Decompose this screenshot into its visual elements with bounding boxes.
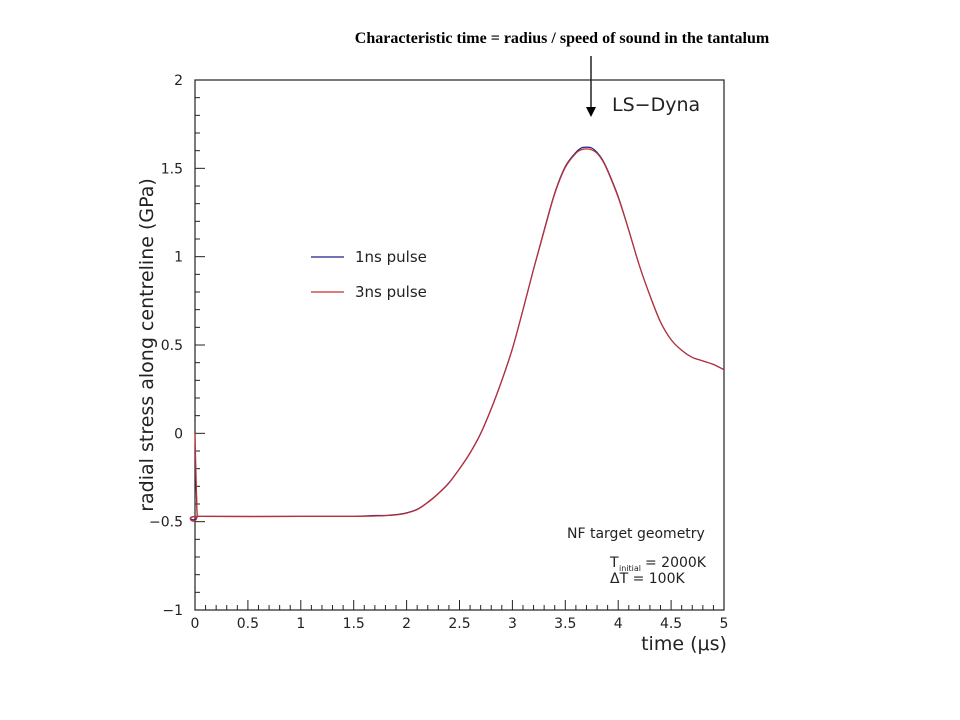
x-tick-label: 4.5 [660, 616, 682, 632]
series-group [189, 146, 725, 522]
x-tick-label: 3 [508, 616, 517, 632]
plot-label: LS−Dyna [612, 94, 700, 116]
x-tick-label: 1.5 [343, 616, 365, 632]
info-delta-t: ΔT = 100K [610, 571, 685, 587]
x-tick-label: 3.5 [554, 616, 576, 632]
legend-label-3ns: 3ns pulse [355, 283, 427, 301]
y-tick-label: 1 [174, 250, 183, 266]
info-t-initial-value: = 2000K [645, 555, 707, 571]
series-line-3ns [189, 148, 725, 522]
annotation-arrow [586, 56, 596, 117]
y-tick-label: −0.5 [149, 515, 183, 531]
info-t-initial-subscript: initial [619, 564, 641, 573]
x-tick-label: 2 [402, 616, 411, 632]
x-tick-label: 0.5 [237, 616, 259, 632]
y-tick-label: 0.5 [161, 338, 183, 354]
y-axis: −1 −0.5 0 0.5 1 1.5 2 [149, 73, 205, 619]
legend: 1ns pulse 3ns pulse [311, 248, 427, 301]
x-tick-label: 1 [296, 616, 305, 632]
y-tick-label: 0 [174, 426, 183, 442]
x-tick-label: 0 [191, 616, 200, 632]
info-geometry: NF target geometry [567, 526, 705, 542]
series-line-1ns [189, 146, 725, 521]
y-axis-title: radial stress along centreline (GPa) [136, 178, 158, 512]
info-t-initial-symbol: T [609, 555, 619, 571]
x-tick-label: 5 [720, 616, 729, 632]
y-tick-label: −1 [162, 603, 183, 619]
y-tick-label: 2 [174, 73, 183, 89]
x-tick-label: 4 [614, 616, 623, 632]
annotation-text: Characteristic time = radius / speed of … [355, 30, 770, 47]
legend-label-1ns: 1ns pulse [355, 248, 427, 266]
y-tick-label: 1.5 [161, 161, 183, 177]
x-tick-label: 2.5 [448, 616, 470, 632]
x-axis: 0 0.5 1 1.5 2 2.5 3 3.5 4 4.5 5 [191, 600, 729, 632]
info-block: NF target geometry T initial = 2000K ΔT … [567, 526, 707, 587]
x-axis-title: time (μs) [641, 633, 727, 655]
